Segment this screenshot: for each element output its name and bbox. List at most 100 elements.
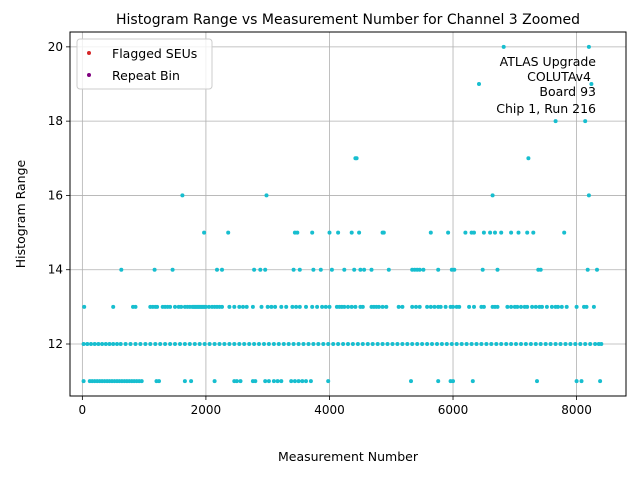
data-point	[247, 342, 252, 346]
data-point	[342, 304, 347, 309]
data-point	[202, 230, 207, 235]
data-point	[179, 304, 184, 309]
data-point	[89, 342, 93, 346]
data-point	[346, 304, 350, 309]
data-point	[417, 267, 422, 272]
data-point	[232, 304, 237, 309]
data-point	[369, 267, 374, 272]
data-point	[370, 342, 375, 346]
data-point	[562, 230, 567, 235]
y-tick-label: 14	[48, 263, 63, 277]
data-point	[360, 342, 365, 346]
data-point	[279, 304, 284, 309]
data-point	[400, 342, 405, 346]
data-point	[304, 379, 308, 384]
data-point	[449, 342, 454, 346]
data-point	[238, 379, 243, 384]
data-point	[540, 304, 544, 309]
data-point	[252, 342, 257, 346]
data-point	[588, 342, 593, 346]
data-point	[152, 267, 157, 272]
annotation-line-1: ATLAS Upgrade	[500, 54, 597, 69]
y-tick-label: 18	[48, 114, 63, 128]
data-point	[586, 193, 591, 198]
data-point	[563, 342, 568, 346]
data-point	[354, 156, 359, 161]
data-point	[296, 342, 301, 346]
data-point	[519, 304, 523, 309]
data-point	[294, 304, 299, 309]
data-point	[464, 342, 469, 346]
x-tick-label: 8000	[561, 403, 592, 417]
y-tick-label: 20	[48, 40, 63, 54]
data-point	[499, 342, 504, 346]
data-point	[220, 267, 224, 272]
data-point	[327, 230, 332, 235]
data-point	[544, 304, 549, 309]
data-point	[341, 342, 346, 346]
data-point	[376, 304, 381, 309]
data-point	[432, 304, 437, 309]
data-point	[173, 342, 177, 346]
data-point	[484, 342, 489, 346]
data-point	[553, 342, 558, 346]
data-point	[290, 304, 295, 309]
data-point	[564, 304, 569, 309]
data-point	[215, 267, 219, 272]
data-point	[155, 304, 160, 309]
data-point	[189, 379, 194, 384]
data-point	[417, 304, 422, 309]
data-point	[336, 230, 341, 235]
data-point	[310, 230, 315, 235]
data-point	[336, 342, 341, 346]
data-point	[353, 304, 358, 309]
data-point	[467, 304, 472, 309]
data-point	[509, 304, 514, 309]
y-axis-label: Histogram Range	[13, 159, 28, 268]
data-point	[474, 342, 479, 346]
annotation-line-4: Chip 1, Run 216	[496, 101, 596, 116]
data-point	[271, 342, 276, 346]
data-point	[291, 342, 296, 346]
data-point	[237, 342, 242, 346]
data-point	[489, 342, 494, 346]
data-point	[187, 342, 192, 346]
data-point	[168, 342, 173, 346]
data-point	[350, 342, 355, 346]
data-point	[533, 304, 538, 309]
data-point	[138, 342, 143, 346]
data-point	[585, 267, 590, 272]
data-point	[207, 304, 211, 309]
data-point	[593, 342, 598, 346]
data-point	[454, 342, 459, 346]
data-point	[446, 230, 451, 235]
plot-area	[70, 32, 626, 396]
data-point	[226, 230, 231, 235]
data-point	[326, 379, 331, 384]
data-point	[360, 304, 365, 309]
data-point	[82, 304, 87, 309]
data-point	[428, 230, 433, 235]
data-point	[435, 342, 439, 346]
plot-frame	[69, 31, 627, 397]
data-point	[304, 304, 308, 309]
data-point	[163, 342, 168, 346]
data-point	[331, 342, 336, 346]
data-point	[192, 342, 197, 346]
data-point	[232, 342, 237, 346]
data-point	[96, 342, 101, 346]
data-point	[111, 342, 116, 346]
data-point	[212, 379, 217, 384]
data-point	[549, 304, 554, 309]
data-point	[525, 230, 530, 235]
x-tick-label: 6000	[438, 403, 469, 417]
data-point	[128, 342, 133, 346]
data-point	[170, 267, 175, 272]
data-point	[263, 379, 268, 384]
annotation-line-2: COLUTAv4	[527, 69, 591, 84]
data-point	[279, 379, 284, 384]
data-point	[488, 230, 493, 235]
data-point	[346, 342, 350, 346]
data-point	[263, 267, 268, 272]
legend-marker-flagged-seus	[87, 51, 91, 55]
